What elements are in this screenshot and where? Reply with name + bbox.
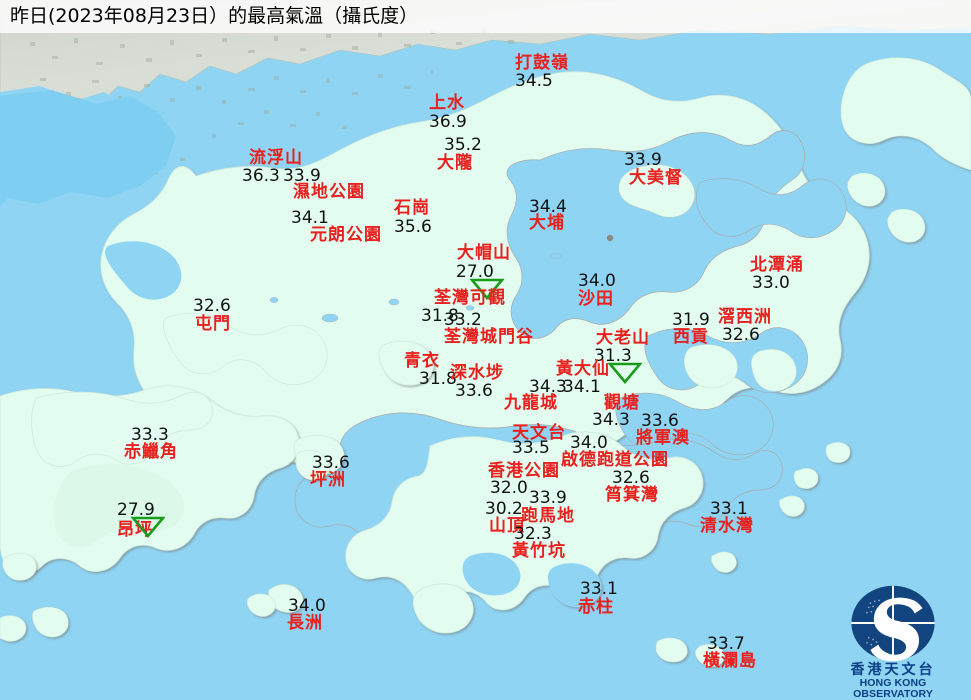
station-value: 34.0 bbox=[578, 271, 616, 291]
station-value: 34.1 bbox=[563, 377, 601, 397]
station-name: 山頂 bbox=[489, 516, 525, 536]
station-name: 大帽山 bbox=[457, 243, 511, 263]
hko-logo: 香港天文台 HONG KONG OBSERVATORY bbox=[823, 584, 963, 700]
station-name: 大美督 bbox=[629, 168, 683, 188]
station-name: 屯門 bbox=[195, 314, 231, 334]
station-name: 昂坪 bbox=[117, 520, 153, 540]
lantau-island bbox=[0, 385, 300, 575]
station-value: 33.5 bbox=[512, 438, 550, 458]
station-name: 深水埗 bbox=[450, 363, 504, 383]
station-name: 北潭涌 bbox=[750, 255, 804, 275]
station-name: 濕地公園 bbox=[293, 182, 365, 202]
station-value: 34.3 bbox=[592, 410, 630, 430]
station-value: 34.1 bbox=[291, 208, 329, 228]
station-name: 天文台 bbox=[512, 423, 566, 443]
station-name: 西貢 bbox=[673, 327, 709, 347]
station-name: 大老山 bbox=[596, 328, 650, 348]
station-value: 33.7 bbox=[707, 634, 745, 654]
station-value: 33.9 bbox=[283, 166, 321, 186]
station-value: 33.6 bbox=[312, 453, 350, 473]
station-value: 33.3 bbox=[131, 425, 169, 445]
station-name: 坪洲 bbox=[310, 470, 346, 490]
hko-name-en: HONG KONG OBSERVATORY bbox=[853, 677, 933, 700]
station-value: 32.6 bbox=[193, 296, 231, 316]
station-value: 33.9 bbox=[529, 488, 567, 508]
station-value: 35.6 bbox=[394, 217, 432, 237]
station-value: 31.3 bbox=[594, 346, 632, 366]
station-value: 36.3 bbox=[242, 166, 280, 186]
station-name: 青衣 bbox=[404, 351, 440, 371]
station-name: 大埔 bbox=[529, 213, 565, 233]
station-name: 大隴 bbox=[437, 153, 473, 173]
station-name: 上水 bbox=[429, 93, 465, 113]
hko-emblem-icon bbox=[851, 585, 935, 662]
small-islands bbox=[0, 57, 971, 667]
station-value: 33.6 bbox=[455, 381, 493, 401]
station-name: 赤鱲角 bbox=[124, 442, 178, 462]
station-value: 31.8 bbox=[419, 369, 457, 389]
station-name: 黃竹坑 bbox=[512, 541, 566, 561]
station-value: 27.0 bbox=[456, 262, 494, 282]
station-value: 34.0 bbox=[570, 433, 608, 453]
station-value: 34.3 bbox=[529, 377, 567, 397]
station-value: 33.9 bbox=[624, 150, 662, 170]
station-name: 九龍城 bbox=[504, 393, 558, 413]
station-value: 33.6 bbox=[641, 411, 679, 431]
tolo-harbour-water bbox=[506, 130, 847, 339]
station-value: 36.9 bbox=[429, 112, 467, 132]
station-value: 30.2 bbox=[485, 499, 523, 519]
station-value: 32.0 bbox=[490, 478, 528, 498]
station-name: 香港公園 bbox=[488, 461, 560, 481]
station-name: 跑馬地 bbox=[521, 506, 575, 526]
station-value: 35.2 bbox=[444, 135, 482, 155]
station-value: 34.4 bbox=[529, 197, 567, 217]
station-name: 筲箕灣 bbox=[605, 485, 659, 505]
station-value: 33.0 bbox=[752, 273, 790, 293]
station-name: 元朗公園 bbox=[310, 225, 382, 245]
station-name: 長洲 bbox=[287, 613, 323, 633]
station-name: 石崗 bbox=[394, 198, 430, 218]
station-name: 啟德跑道公園 bbox=[561, 450, 669, 470]
station-marker-triangle-icon bbox=[131, 499, 165, 538]
station-value: 31.8 bbox=[421, 306, 459, 326]
station-name: 橫瀾島 bbox=[703, 651, 757, 671]
station-name: 清水灣 bbox=[700, 516, 754, 536]
station-value: 33.1 bbox=[580, 579, 618, 599]
station-name: 荃灣城門谷 bbox=[444, 327, 534, 347]
station-value: 33.1 bbox=[710, 499, 748, 519]
inland-waters bbox=[269, 252, 562, 323]
station-marker-triangle-icon bbox=[470, 261, 504, 300]
station-name: 觀塘 bbox=[604, 393, 640, 413]
station-value: 32.6 bbox=[612, 468, 650, 488]
station-name: 荃灣可觀 bbox=[434, 288, 506, 308]
station-value: 27.9 bbox=[117, 500, 155, 520]
station-value: 34.5 bbox=[515, 71, 553, 91]
station-value: 32.6 bbox=[722, 325, 760, 345]
hong-kong-island bbox=[345, 431, 704, 611]
station-value: 34.0 bbox=[288, 596, 326, 616]
deep-bay-water bbox=[0, 90, 176, 206]
station-name: 沙田 bbox=[578, 289, 614, 309]
station-name: 赤柱 bbox=[578, 597, 614, 617]
station-name: 打鼓嶺 bbox=[515, 53, 569, 73]
tuen-mun-coast bbox=[105, 241, 328, 386]
station-marker-triangle-icon bbox=[608, 345, 642, 384]
station-name: 流浮山 bbox=[249, 148, 303, 168]
station-value: 32.3 bbox=[514, 524, 552, 544]
station-value: 33.2 bbox=[444, 310, 482, 330]
station-name: 黃大仙 bbox=[556, 359, 610, 379]
hko-name-zh: 香港天文台 bbox=[850, 662, 936, 678]
station-value: 31.9 bbox=[672, 310, 710, 330]
station-name: 將軍澳 bbox=[636, 428, 690, 448]
station-name: 滘西洲 bbox=[718, 307, 772, 327]
